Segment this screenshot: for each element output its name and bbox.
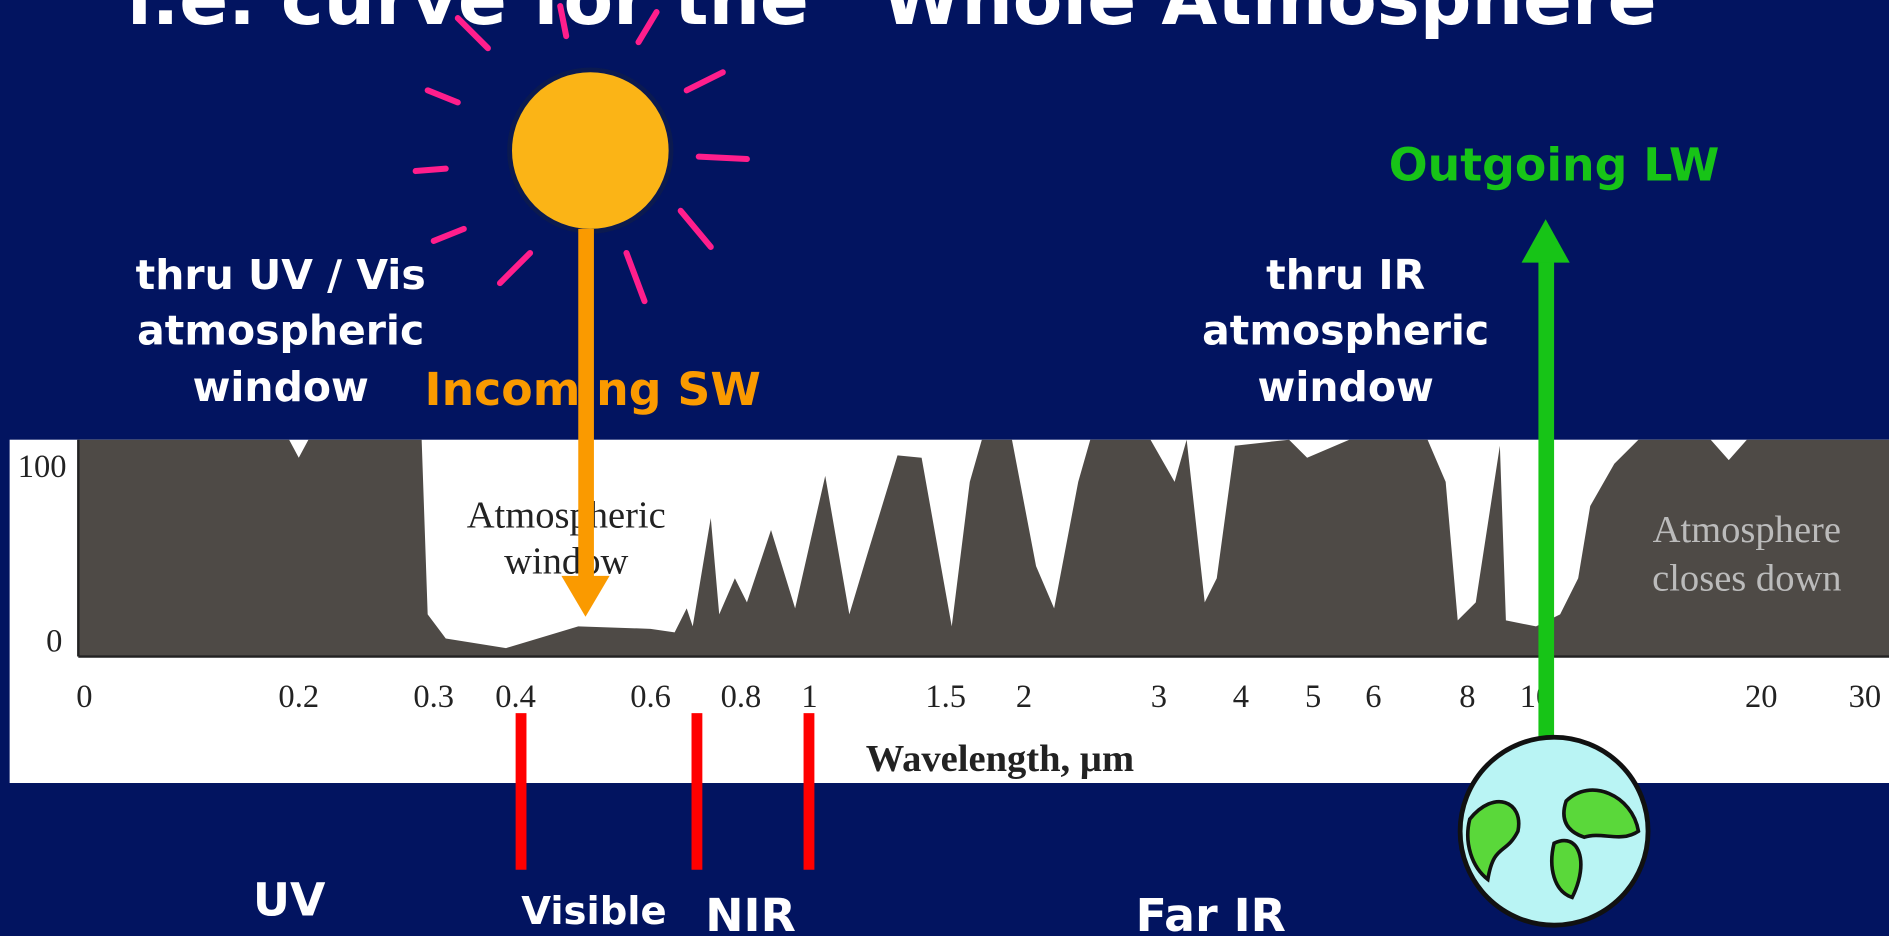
band-label: Visible xyxy=(521,889,666,934)
band-label: Far IR xyxy=(1136,889,1286,936)
band-divider xyxy=(515,713,527,870)
band-divider xyxy=(691,713,703,870)
x-tick-label: 3 xyxy=(1151,679,1167,715)
band-label: NIR xyxy=(705,889,796,936)
uv-vis-window: thru UV / Vis xyxy=(136,251,426,299)
band-divider xyxy=(803,713,815,870)
sun-icon xyxy=(412,3,750,305)
window-note: window xyxy=(504,540,628,582)
absorption-curve xyxy=(78,439,1889,657)
sun xyxy=(507,67,674,234)
x-tick-label: 6 xyxy=(1365,679,1381,715)
x-tick-label: 0.2 xyxy=(278,679,319,715)
incoming-arrow-head xyxy=(561,575,610,617)
outgoing-arrow-head xyxy=(1521,219,1570,263)
outgoing-arrow xyxy=(1538,258,1555,753)
outgoing-label: Outgoing LW xyxy=(1389,139,1720,192)
x-tick-label: 4 xyxy=(1233,679,1249,715)
window-note: Atmospheric xyxy=(467,495,666,537)
x-tick-label: 0.3 xyxy=(413,679,454,715)
ir-window: window xyxy=(1258,363,1434,411)
incoming-label: Incoming SW xyxy=(425,363,761,416)
uv-vis-window: window xyxy=(193,363,369,411)
continents xyxy=(1466,788,1641,900)
x-axis-label: Wavelength, µm xyxy=(866,738,1134,780)
y-tick-label: 0 xyxy=(46,624,62,660)
x-tick-label: 5 xyxy=(1305,679,1321,715)
earth xyxy=(1457,734,1651,928)
ir-window: thru IR xyxy=(1266,251,1425,299)
x-tick-label: 0.4 xyxy=(495,679,536,715)
x-tick-label: 2 xyxy=(1016,679,1032,715)
y-tick-label: 100 xyxy=(18,449,67,485)
x-tick-label: 0.8 xyxy=(721,679,762,715)
x-tick-label: 1.5 xyxy=(925,679,966,715)
uv-vis-window: atmospheric xyxy=(137,307,424,355)
x-tick-label: 1 xyxy=(801,679,817,715)
x-tick-label: 20 xyxy=(1745,679,1778,715)
band-label: UV xyxy=(253,874,326,927)
ir-window: atmospheric xyxy=(1202,307,1489,355)
x-tick-label: 0.6 xyxy=(630,679,671,715)
closes-note: Atmosphere xyxy=(1653,509,1841,551)
slide-title: i.e. curve for the “Whole Atmosphere” xyxy=(127,0,1704,42)
x-tick-label: 30 xyxy=(1849,679,1882,715)
x-tick-label: 8 xyxy=(1459,679,1475,715)
x-tick-label: 0 xyxy=(76,679,92,715)
closes-note: closes down xyxy=(1652,557,1841,599)
x-ticks: 0 0.2 0.3 0.4 0.6 0.8 1 1.5 2 3 4 5 6 8 10 20 30 xyxy=(76,679,1881,715)
incoming-arrow xyxy=(578,228,594,579)
